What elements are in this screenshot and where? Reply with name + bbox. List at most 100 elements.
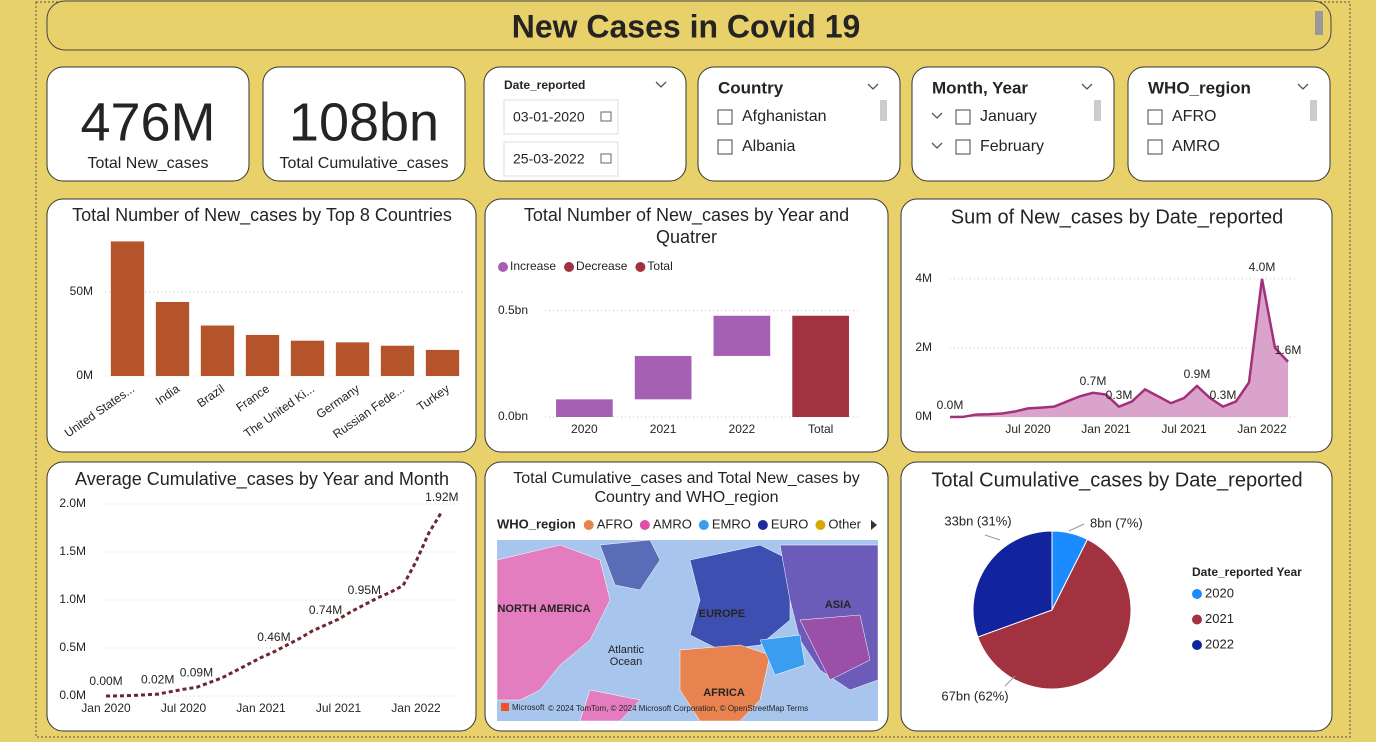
logo-icon bbox=[501, 703, 509, 711]
data-label: 0.74M bbox=[309, 603, 342, 617]
slicer-item: AMRO bbox=[1172, 138, 1220, 155]
checkbox bbox=[717, 139, 733, 155]
legend-marker bbox=[1192, 614, 1202, 625]
leader-line bbox=[984, 534, 1001, 541]
y-tick-label: 4M bbox=[915, 271, 932, 285]
legend-arrow bbox=[871, 520, 877, 530]
legend-label: Increase bbox=[510, 259, 556, 273]
card-value: 108bn bbox=[289, 92, 439, 152]
x-tick-label: 2022 bbox=[729, 422, 756, 436]
map-logo: Microsoft bbox=[512, 703, 545, 712]
date-input bbox=[503, 141, 619, 177]
map-label: EUROPE bbox=[699, 608, 745, 620]
waterfall-bar bbox=[792, 315, 849, 417]
y-tick-label: 0M bbox=[76, 368, 93, 382]
chevron-icon bbox=[867, 83, 879, 90]
x-tick-label: Jan 2022 bbox=[391, 701, 441, 715]
date-value: 25-03-2022 bbox=[513, 151, 585, 167]
panel bbox=[1127, 66, 1331, 182]
legend-marker bbox=[635, 262, 646, 272]
data-label: 0.02M bbox=[141, 672, 174, 686]
data-label: 0.7M bbox=[1080, 374, 1107, 388]
header-bar bbox=[46, 0, 1332, 51]
legend-label: AFRO bbox=[597, 516, 633, 531]
legend-marker bbox=[639, 520, 650, 530]
slicer-item: Albania bbox=[742, 138, 795, 155]
legend-marker bbox=[1192, 589, 1202, 599]
waterfall-bar bbox=[713, 315, 771, 356]
legend-label: AMRO bbox=[653, 516, 692, 531]
slicer-title: WHO_region bbox=[1148, 78, 1251, 97]
scroll-thumb bbox=[880, 100, 887, 121]
calendar-icon bbox=[600, 111, 612, 122]
date-value: 03-01-2020 bbox=[513, 109, 585, 125]
legend-marker bbox=[1192, 640, 1202, 650]
map-region bbox=[799, 614, 871, 681]
chart-title: Total Number of New_cases by Top 8 Count… bbox=[72, 205, 452, 226]
map-label: ASIA bbox=[825, 599, 851, 611]
slicer-title: Country bbox=[718, 78, 784, 97]
bar bbox=[425, 349, 460, 376]
legend-marker bbox=[757, 520, 768, 530]
map-region bbox=[759, 634, 806, 676]
panel bbox=[46, 198, 477, 453]
bar bbox=[200, 325, 235, 376]
waterfall-title: Total Number of New_cases by Year and Qu… bbox=[523, 205, 850, 247]
date-input bbox=[503, 99, 619, 135]
legend-title: Date_reported Year bbox=[1192, 565, 1302, 579]
legend-label: Decrease bbox=[576, 259, 628, 273]
y-tick-label: 0.0M bbox=[59, 688, 86, 702]
x-tick-label: Jan 2020 bbox=[81, 701, 131, 715]
bar bbox=[290, 340, 325, 376]
y-tick-label: 0.5bn bbox=[498, 303, 528, 317]
card-value: 476M bbox=[80, 92, 215, 152]
chart-title: Total Cumulative_cases by Date_reported bbox=[931, 469, 1302, 491]
legend-label: 2020 bbox=[1205, 585, 1234, 600]
legend-marker bbox=[815, 520, 826, 530]
line bbox=[949, 278, 1289, 419]
y-tick-label: 1.0M bbox=[59, 592, 86, 606]
chevron-icon bbox=[1297, 83, 1309, 90]
legend-marker bbox=[583, 520, 594, 530]
data-label: 0.09M bbox=[180, 666, 213, 680]
scroll-thumb bbox=[1315, 11, 1323, 35]
y-tick-label: 1.5M bbox=[59, 544, 86, 558]
card-label: Total Cumulative_cases bbox=[280, 155, 449, 172]
header-title: New Cases in Covid 19 bbox=[512, 8, 861, 44]
data-label: 8bn (7%) bbox=[1090, 515, 1143, 530]
legend-label: Other bbox=[828, 516, 861, 531]
x-tick-label: Jul 2021 bbox=[1161, 422, 1207, 436]
map-title: Total Cumulative_cases and Total New_cas… bbox=[513, 470, 860, 507]
x-tick-label: Jan 2021 bbox=[236, 701, 286, 715]
map-label: Ocean bbox=[610, 656, 642, 668]
bar bbox=[335, 342, 370, 376]
slicer-item: January bbox=[980, 108, 1037, 125]
slicer-item: February bbox=[980, 138, 1044, 155]
map-attribution: © 2024 TomTom, © 2024 Microsoft Corporat… bbox=[548, 704, 808, 713]
legend-marker bbox=[498, 262, 508, 272]
legend-label: EMRO bbox=[712, 516, 751, 531]
panel bbox=[46, 66, 250, 182]
legend-marker bbox=[698, 520, 709, 530]
data-label: 0.3M bbox=[1106, 388, 1133, 402]
chevron-icon bbox=[931, 142, 943, 149]
x-tick-label: Jul 2021 bbox=[316, 701, 362, 715]
panel bbox=[262, 66, 466, 182]
data-label: 0.9M bbox=[1184, 367, 1211, 381]
x-tick-label: 2021 bbox=[650, 422, 677, 436]
y-tick-label: 0.0bn bbox=[498, 409, 528, 423]
data-label: 1.92M bbox=[425, 490, 458, 504]
chevron-icon bbox=[1081, 83, 1093, 90]
data-label: 33bn (31%) bbox=[944, 513, 1011, 528]
map-region bbox=[679, 644, 771, 722]
slicer-item: AFRO bbox=[1172, 108, 1216, 125]
data-label: 0.3M bbox=[1210, 388, 1237, 402]
x-tick-label: 2020 bbox=[571, 422, 598, 436]
map-region bbox=[689, 544, 791, 651]
calendar-icon bbox=[600, 153, 612, 164]
y-tick-label: 2M bbox=[915, 340, 932, 354]
x-tick-label: Jul 2020 bbox=[161, 701, 207, 715]
bar bbox=[245, 334, 280, 376]
x-tick-label: Jan 2022 bbox=[1237, 422, 1287, 436]
